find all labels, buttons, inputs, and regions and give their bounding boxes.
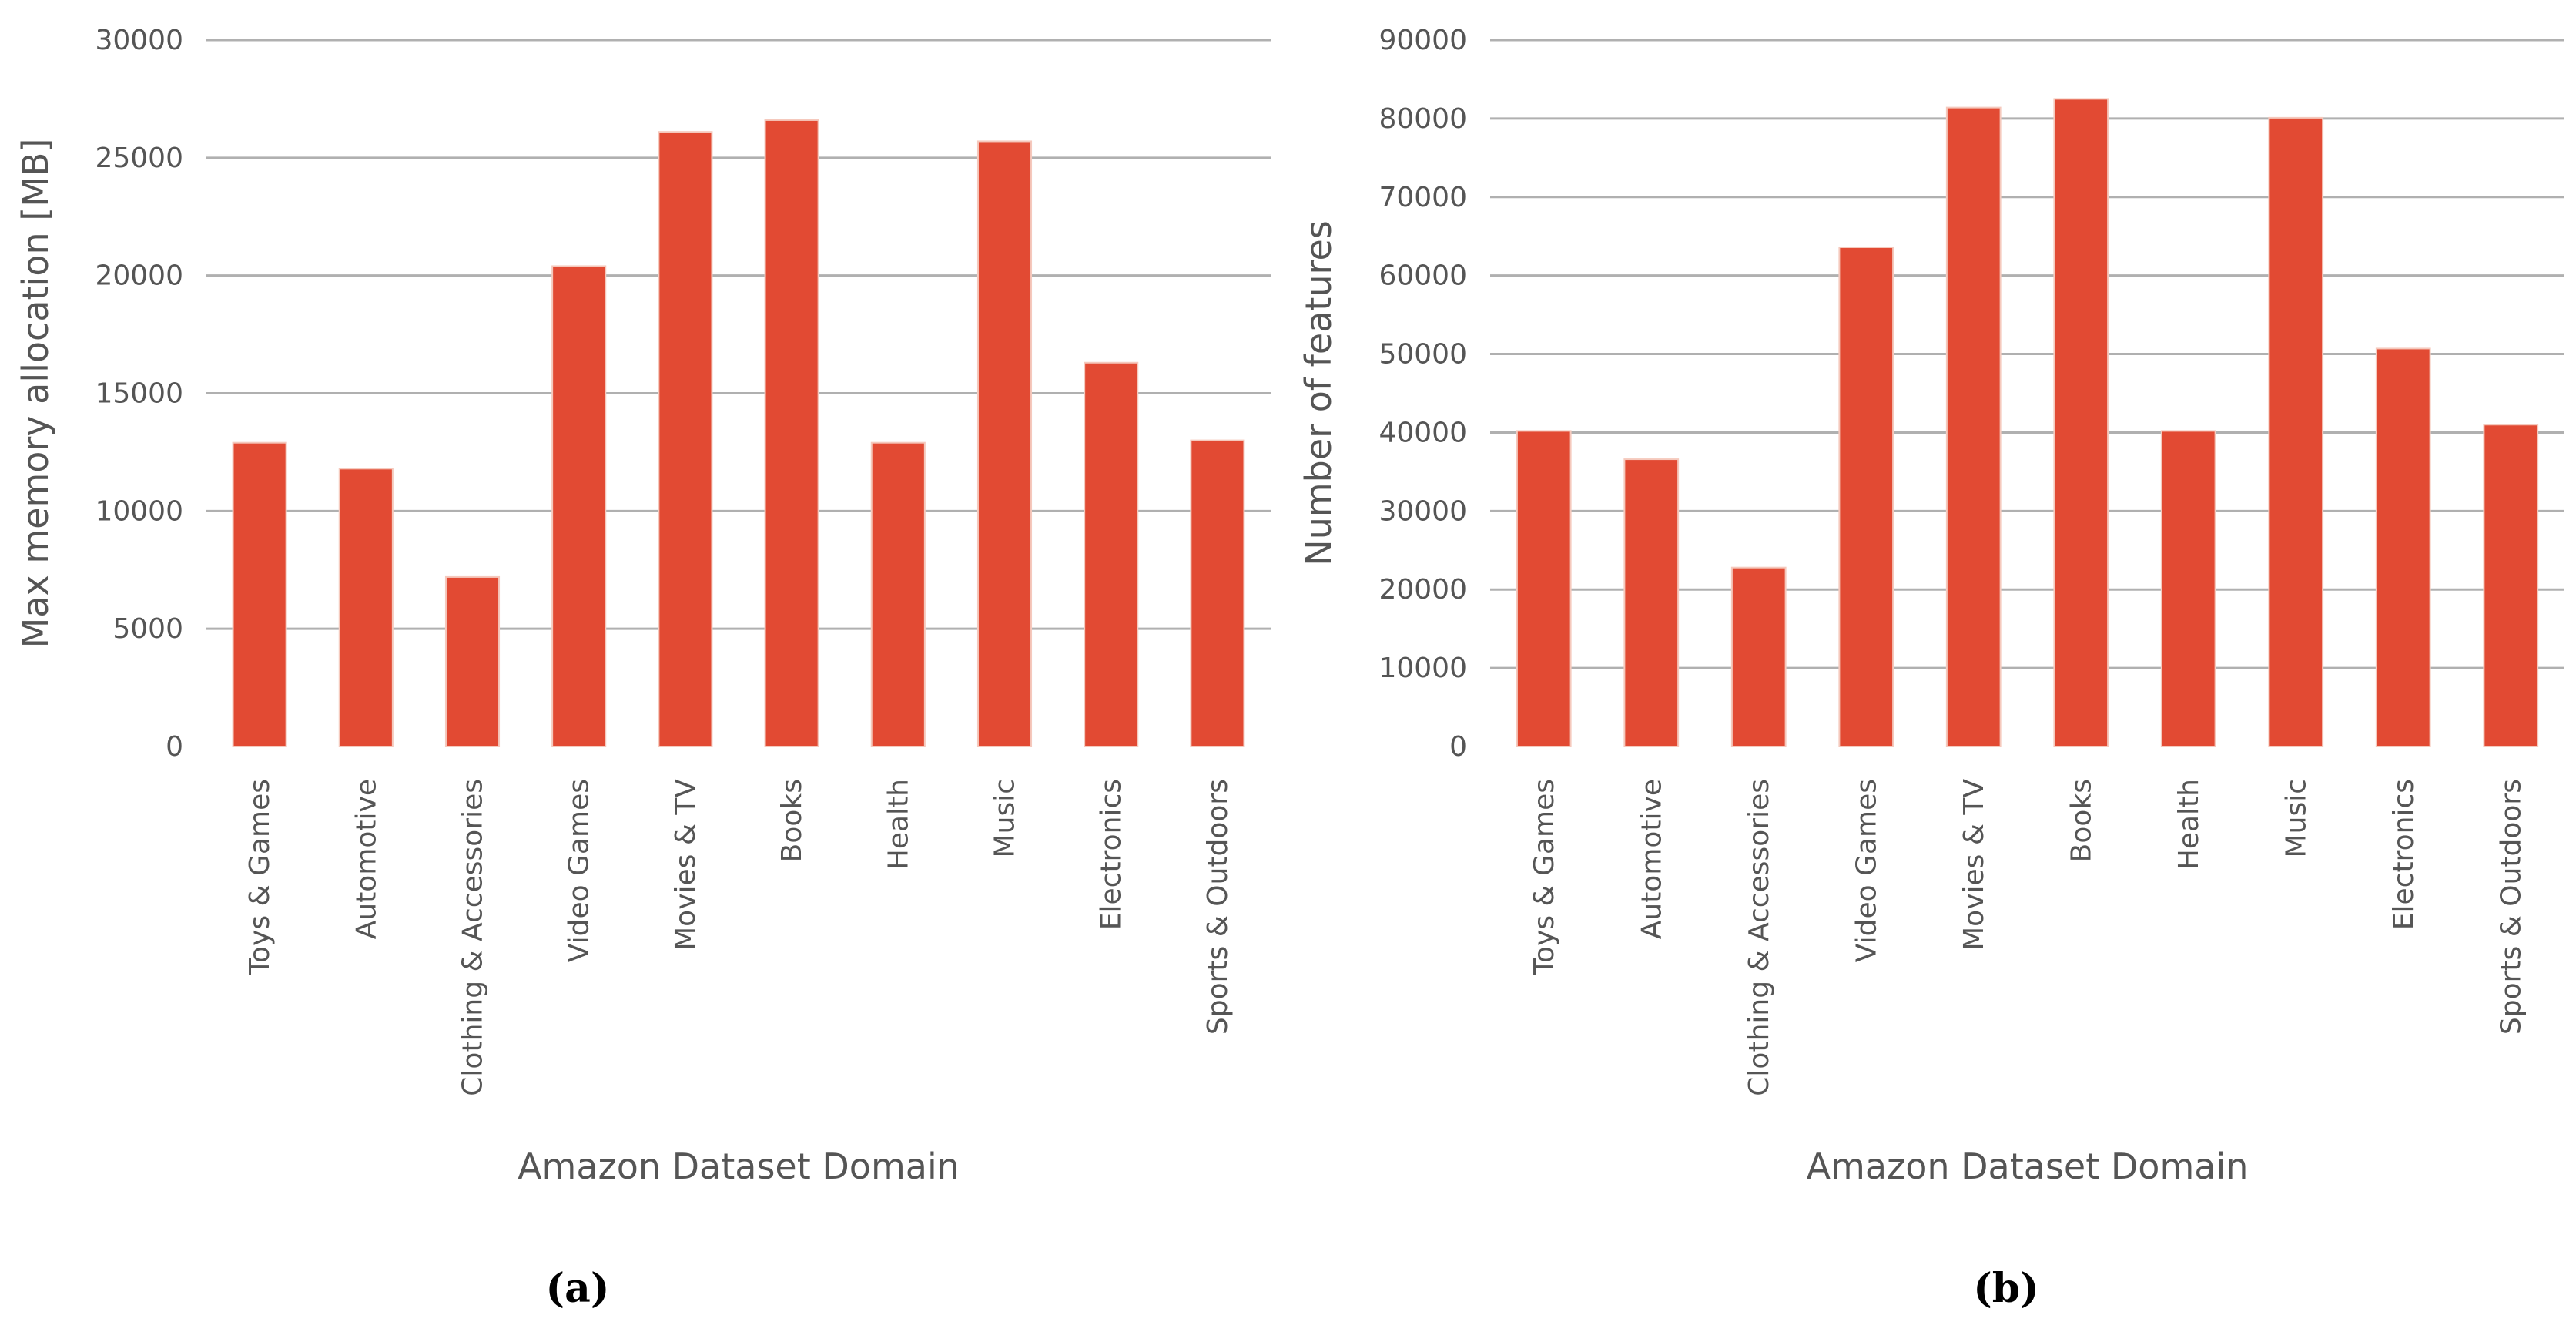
bar-automotive	[1623, 458, 1680, 747]
panel-label: (a)	[546, 1265, 610, 1312]
chart-panel-b: 0 10000 20000 30000 40000 50000 60000 70000 8000…	[1298, 25, 2564, 1312]
bar-music	[976, 140, 1033, 748]
x-tick-label: Electronics	[1096, 779, 1127, 930]
y-tick-label: 0	[166, 731, 183, 763]
x-tick-label: Clothing & Accessories	[1744, 779, 1775, 1096]
y-tick-label: 80000	[1378, 103, 1467, 135]
y-tick-label: 10000	[1378, 653, 1467, 684]
y-axis-label: Number of features	[1298, 220, 1339, 565]
bar-clothing-accessories	[1730, 566, 1787, 748]
bar-books	[764, 119, 819, 747]
x-tick-label: Electronics	[2388, 779, 2420, 930]
y-tick-label: 0	[1449, 731, 1467, 763]
bar-books	[2053, 98, 2109, 747]
y-tick-label: 5000	[112, 613, 183, 645]
x-tick-label: Movies & TV	[670, 779, 702, 951]
x-tick-label: Sports & Outdoors	[1202, 779, 1234, 1035]
x-tick-label: Automotive	[350, 779, 382, 939]
y-tick-label: 50000	[1378, 339, 1467, 371]
y-tick-label: 25000	[95, 143, 183, 174]
bar-movies-tv	[658, 131, 713, 747]
y-tick-label: 90000	[1378, 25, 1467, 56]
panel-label: (b)	[1973, 1265, 2039, 1312]
y-tick-label: 15000	[95, 378, 183, 410]
bar-movies-tv	[1945, 106, 2002, 747]
x-tick-label: Movies & TV	[1958, 779, 1990, 951]
y-tick-label: 10000	[95, 495, 183, 527]
x-tick-label: Video Games	[1851, 779, 1882, 962]
bar-toys-games	[232, 441, 287, 747]
x-axis-label: Amazon Dataset Domain	[518, 1146, 960, 1187]
x-tick-label: Music	[2280, 779, 2312, 857]
y-tick-label: 70000	[1378, 182, 1467, 213]
bar-health	[870, 441, 926, 747]
bar-electronics	[1084, 361, 1139, 747]
y-tick-label: 30000	[1378, 495, 1467, 527]
x-tick-label: Sports & Outdoors	[2495, 779, 2527, 1035]
chart-panel-a: 0 5000 10000 15000 20000 25000 30000 Toys & Gam…	[15, 25, 1271, 1312]
y-tick-label: 30000	[95, 25, 183, 56]
bar-music	[2268, 116, 2324, 747]
x-tick-label: Video Games	[564, 779, 595, 962]
bar-automotive	[338, 468, 394, 748]
bar-clothing-accessories	[444, 575, 501, 747]
x-tick-label: Toys & Games	[1529, 779, 1560, 976]
x-tick-label: Toys & Games	[244, 779, 276, 976]
bar-video-games	[1838, 246, 1894, 747]
y-tick-label: 20000	[1378, 574, 1467, 606]
y-tick-label: 40000	[1378, 417, 1467, 448]
bar-video-games	[551, 265, 607, 747]
y-axis-label: Max memory allocation [MB]	[15, 139, 56, 649]
x-tick-label: Health	[2173, 779, 2205, 870]
x-tick-label: Books	[776, 779, 808, 862]
bar-toys-games	[1516, 430, 1572, 747]
x-tick-label: Health	[883, 779, 914, 870]
x-tick-label: Clothing & Accessories	[457, 779, 489, 1096]
x-tick-label: Books	[2065, 779, 2097, 862]
bar-sports-outdoors	[2483, 424, 2539, 747]
x-tick-label: Music	[990, 779, 1021, 857]
bar-sports-outdoors	[1190, 439, 1245, 748]
x-axis-label: Amazon Dataset Domain	[1807, 1146, 2249, 1187]
bar-electronics	[2375, 347, 2431, 747]
bar-health	[2160, 430, 2216, 747]
y-tick-label: 20000	[95, 260, 183, 292]
x-tick-label: Automotive	[1636, 779, 1667, 939]
y-tick-label: 60000	[1378, 260, 1467, 292]
